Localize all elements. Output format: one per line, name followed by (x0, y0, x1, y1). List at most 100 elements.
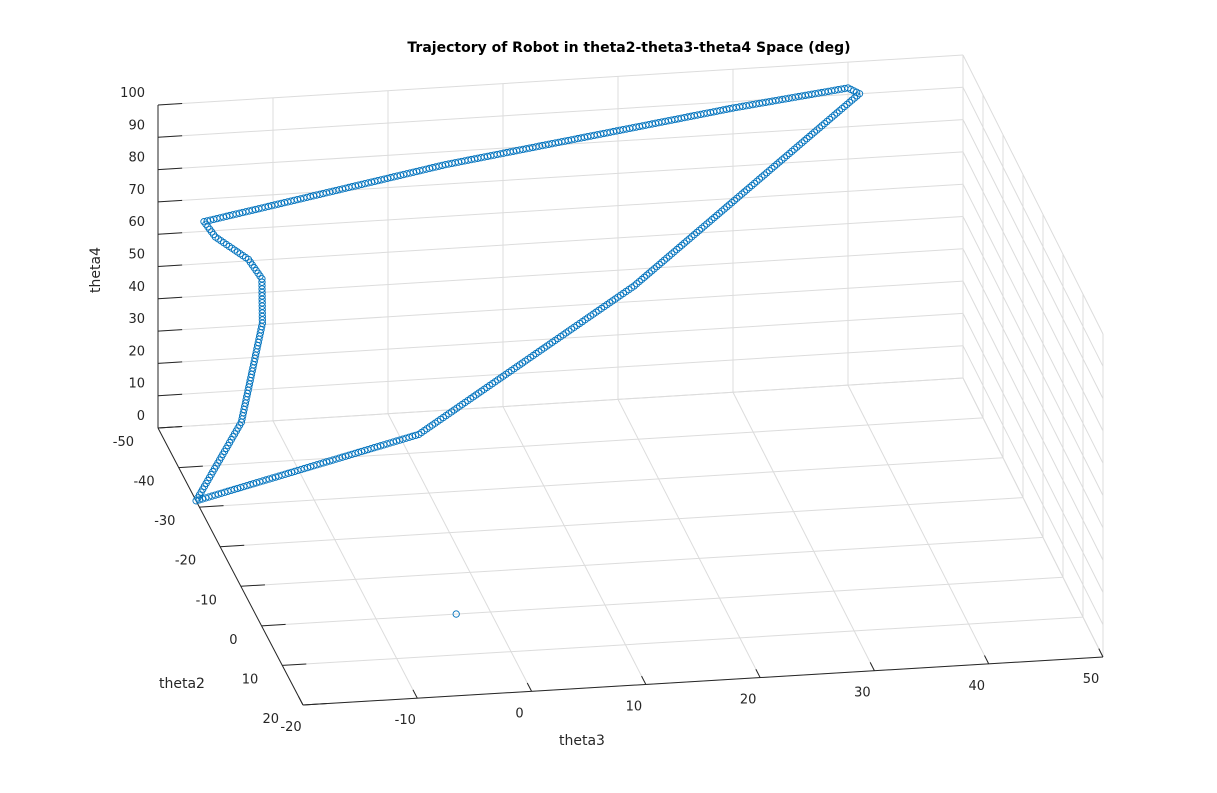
data-point (785, 149, 794, 158)
data-point (389, 438, 397, 446)
data-point (370, 444, 378, 452)
data-point (258, 285, 266, 293)
back-wall-grid-line (157, 86, 964, 138)
data-point (658, 258, 666, 267)
data-point (783, 151, 791, 160)
x-tick-label: 20 (740, 693, 757, 708)
x-tick-mark (755, 668, 761, 678)
side-wall-grid-line (962, 119, 1104, 399)
data-point (648, 267, 656, 275)
data-point (249, 480, 258, 488)
data-point (745, 184, 753, 192)
data-point (198, 495, 207, 503)
data-point (795, 141, 804, 149)
data-point (291, 467, 299, 476)
data-point (354, 448, 362, 457)
x-tick-label: -10 (395, 713, 416, 728)
x-tick-label: 40 (968, 679, 985, 694)
floor-grid-line (272, 420, 418, 699)
floor-grid-line (387, 413, 533, 692)
data-point (740, 188, 748, 196)
data-point (823, 117, 831, 126)
data-point (800, 137, 809, 145)
data-point (768, 164, 776, 173)
data-point (743, 186, 751, 194)
data-point (850, 94, 859, 102)
data-point (715, 209, 723, 217)
z-tick-label: 50 (128, 248, 145, 263)
data-point (221, 488, 229, 496)
data-point (693, 228, 701, 237)
data-point (201, 494, 210, 502)
data-point (770, 162, 779, 170)
z-tick-mark (157, 329, 183, 332)
data-point (828, 113, 836, 121)
z-tick-mark (157, 296, 183, 300)
data-point (748, 181, 756, 190)
data-point (383, 440, 391, 448)
grid-layer (157, 54, 1104, 706)
chart-title: Trajectory of Robot in theta2-theta3-the… (407, 40, 850, 56)
back-wall-grid-line (157, 312, 964, 364)
z-tick-mark (157, 135, 183, 138)
data-point (345, 451, 353, 459)
data-point (835, 107, 844, 115)
x-axis-line (302, 656, 1104, 706)
y-tick-label: -30 (154, 514, 175, 529)
data-point (392, 437, 401, 445)
data-point (825, 115, 834, 124)
back-wall-grid-line (157, 216, 964, 267)
data-point (778, 156, 786, 164)
data-point (303, 463, 312, 472)
data-point (758, 173, 766, 181)
back-wall-grid-line (157, 280, 964, 332)
data-point (705, 218, 713, 226)
side-wall-grid-line (962, 313, 1104, 593)
z-tick-label: 20 (128, 344, 145, 359)
y-tick-label: -40 (133, 475, 154, 490)
floor-grid-line (617, 399, 761, 678)
data-point (670, 248, 678, 256)
floor-grid-line (732, 392, 875, 671)
z-tick-label: 10 (128, 377, 145, 392)
data-point (364, 445, 372, 454)
data-point (700, 222, 708, 230)
data-point (790, 145, 799, 153)
data-point (294, 466, 302, 475)
data-point (258, 281, 266, 290)
data-point (838, 105, 846, 113)
floor-grid-line (178, 417, 984, 469)
data-point (720, 205, 728, 213)
y-axis-line (157, 427, 304, 706)
data-point (252, 479, 261, 487)
data-point (300, 464, 308, 473)
x-tick-label: 0 (515, 706, 523, 721)
z-tick-label: 70 (128, 183, 145, 198)
data-point (405, 433, 413, 441)
data-point (351, 449, 359, 458)
x-tick-mark (641, 675, 647, 685)
data-points-layer (192, 84, 864, 618)
back-wall-grid-line (157, 377, 964, 429)
data-point (843, 100, 851, 109)
data-point (214, 490, 223, 498)
x-tick-mark (1098, 648, 1104, 658)
z-tick-label: 100 (120, 86, 145, 101)
data-point (695, 226, 703, 235)
data-point (205, 493, 213, 501)
data-point (402, 434, 410, 442)
z-tick-label: 60 (128, 215, 145, 230)
x-tick-mark (526, 682, 533, 692)
y-tick-mark (302, 703, 328, 706)
side-wall-grid-line (962, 248, 1104, 529)
data-point (306, 463, 315, 471)
x-tick-mark (412, 689, 418, 699)
data-point (653, 263, 661, 271)
data-point (650, 265, 658, 273)
side-wall-grid-line (962, 345, 1104, 625)
y-tick-mark (220, 544, 245, 548)
data-point (361, 446, 369, 455)
x-tick-mark (298, 696, 304, 706)
data-point (773, 160, 781, 168)
data-point (240, 482, 248, 491)
